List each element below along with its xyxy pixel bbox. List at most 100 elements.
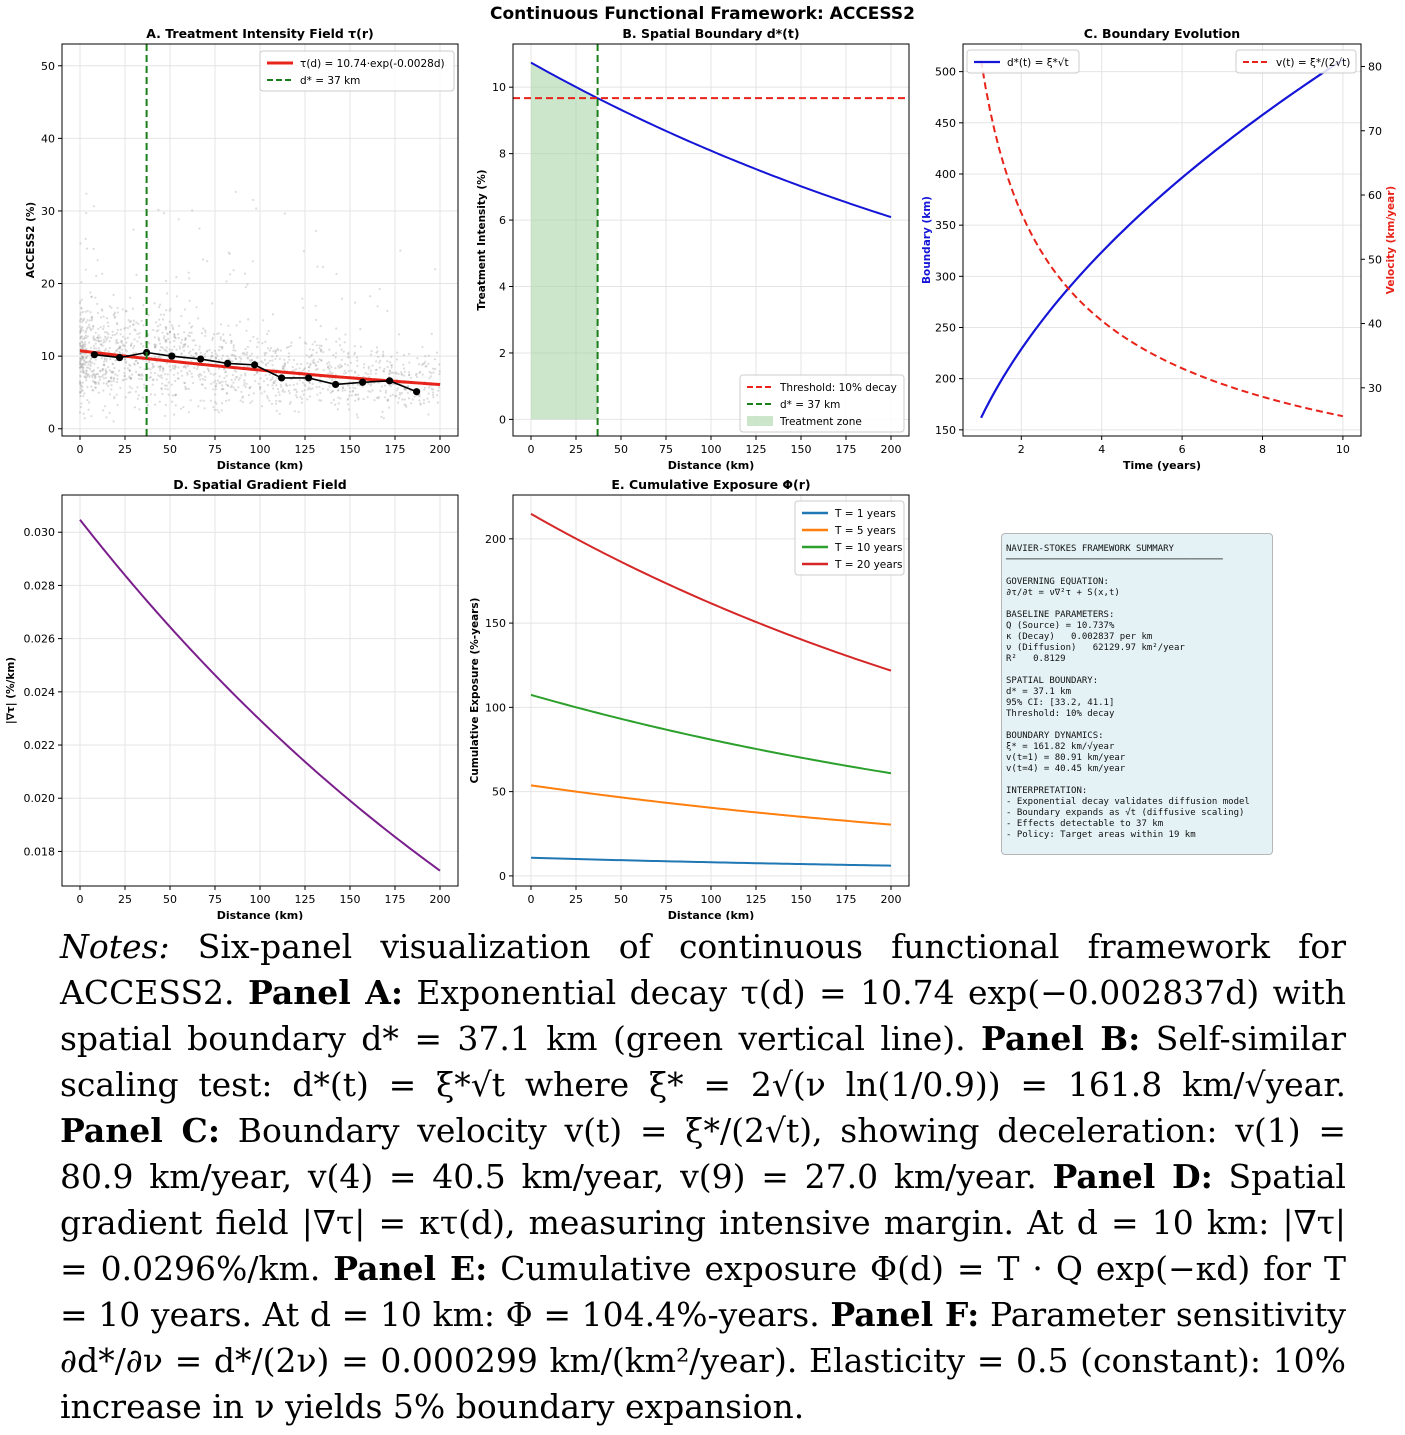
scatter-point <box>101 367 104 371</box>
scatter-point <box>83 376 86 379</box>
scatter-point <box>390 364 393 367</box>
scatter-point <box>124 344 127 348</box>
scatter-point <box>309 388 312 391</box>
scatter-point <box>95 372 98 375</box>
scatter-point <box>162 337 165 340</box>
scatter-point <box>164 325 167 329</box>
scatter-point <box>207 368 210 371</box>
scatter-point <box>87 363 90 366</box>
scatter-point <box>103 360 106 363</box>
summary-line: R² 0.8129 <box>1006 654 1066 664</box>
scatter-point <box>181 374 184 377</box>
scatter-point <box>221 354 224 357</box>
scatter-point <box>80 384 83 387</box>
y-right-tick-label: 40 <box>1368 318 1382 331</box>
scatter-point <box>86 373 90 376</box>
scatter-point <box>114 315 117 318</box>
scatter-point <box>161 367 165 370</box>
scatter-point <box>194 352 197 355</box>
scatter-point <box>222 388 225 391</box>
scatter-point <box>427 392 430 395</box>
scatter-point <box>431 388 435 391</box>
scatter-point <box>81 371 84 374</box>
scatter-point <box>103 364 106 367</box>
scatter-point <box>435 351 439 354</box>
scatter-point <box>367 367 370 370</box>
scatter-point <box>168 331 171 334</box>
scatter-point <box>277 391 280 394</box>
scatter-point <box>215 402 218 405</box>
scatter-point <box>318 347 321 350</box>
scatter-point <box>378 361 381 364</box>
scatter-point <box>80 358 83 362</box>
scatter-point <box>143 368 146 371</box>
scatter-point <box>203 355 206 358</box>
scatter-point <box>89 359 92 362</box>
scatter-point <box>303 375 306 378</box>
scatter-point <box>400 373 403 376</box>
scatter-point <box>133 338 136 341</box>
y-tick-label: 200 <box>935 373 956 386</box>
scatter-point <box>81 366 85 369</box>
scatter-point <box>157 374 160 377</box>
scatter-point <box>85 347 88 350</box>
scatter-point <box>347 403 350 406</box>
scatter-point <box>369 384 372 387</box>
scatter-point <box>96 336 99 339</box>
axes-frame <box>962 43 1362 437</box>
scatter-point <box>311 387 314 390</box>
scatter-point <box>80 402 83 405</box>
scatter-point <box>164 339 167 342</box>
scatter-point <box>119 386 122 389</box>
scatter-point <box>82 370 85 373</box>
scatter-point <box>129 344 133 347</box>
scatter-point <box>287 345 290 349</box>
scatter-point <box>161 392 164 396</box>
scatter-point <box>288 352 291 355</box>
velocity-curve <box>980 60 1344 418</box>
legend-label: d* = 37 km <box>300 75 360 87</box>
scatter-point <box>85 366 88 369</box>
scatter-point <box>356 416 359 419</box>
y-tick-label: 50 <box>492 786 506 799</box>
notes-panel-a-text: Exponential decay τ(d) = 10.74 exp(−0.00… <box>60 973 1346 1058</box>
scatter-point <box>164 328 168 331</box>
scatter-point <box>350 369 353 372</box>
scatter-point <box>200 383 203 386</box>
scatter-point <box>218 358 221 362</box>
scatter-point <box>223 376 226 380</box>
scatter-point <box>354 301 357 304</box>
legend-patch <box>747 416 773 426</box>
scatter-point <box>283 364 286 367</box>
scatter-point <box>183 381 186 384</box>
scatter-point <box>94 386 97 389</box>
y-tick-label: 150 <box>485 617 506 630</box>
scatter-point <box>315 351 318 354</box>
scatter-point <box>346 356 349 359</box>
scatter-point <box>136 362 140 365</box>
scatter-point <box>357 374 360 377</box>
scatter-point <box>424 360 427 363</box>
scatter-point <box>256 356 259 359</box>
scatter-point <box>92 373 95 376</box>
y-tick-label: 100 <box>485 701 506 714</box>
scatter-point <box>84 329 88 332</box>
scatter-point <box>133 344 136 348</box>
scatter-point <box>243 379 246 382</box>
x-tick-label: 175 <box>836 893 857 906</box>
scatter-point <box>341 389 344 392</box>
scatter-point <box>210 351 214 354</box>
scatter-point <box>198 375 201 378</box>
scatter-point <box>82 412 85 415</box>
scatter-point <box>367 382 370 386</box>
scatter-point <box>84 334 87 337</box>
scatter-point <box>91 361 94 364</box>
scatter-point <box>231 360 234 363</box>
scatter-point <box>107 350 110 353</box>
scatter-point <box>290 341 293 344</box>
scatter-point <box>356 364 359 368</box>
scatter-point <box>115 342 118 345</box>
scatter-point <box>88 341 91 344</box>
scatter-point <box>90 316 93 319</box>
scatter-point <box>159 365 163 368</box>
